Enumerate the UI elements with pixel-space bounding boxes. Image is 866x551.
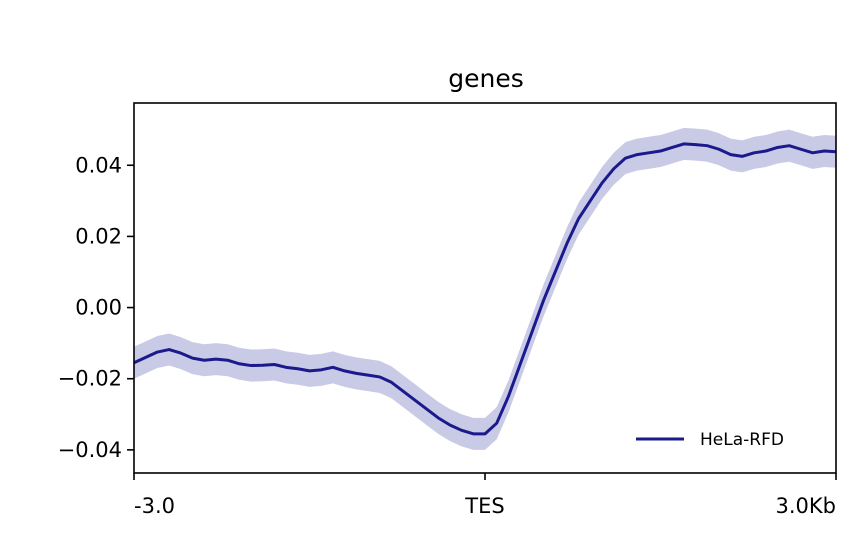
x-tick-label: TES (464, 494, 504, 518)
legend: HeLa-RFD (636, 430, 784, 450)
chart-title: genes (448, 64, 524, 93)
y-tick-label: −0.02 (58, 367, 122, 391)
y-tick-label: 0.02 (75, 224, 122, 248)
y-tick-label: 0.04 (75, 153, 122, 177)
y-tick-label: −0.04 (58, 438, 122, 462)
legend-label: HeLa-RFD (700, 430, 784, 450)
series-band-0 (134, 127, 836, 450)
y-tick-label: 0.00 (75, 296, 122, 320)
x-tick-label: 3.0Kb (776, 494, 837, 518)
series-line-0 (133, 142, 837, 436)
axes: −0.04 −0.02 0.00 0.02 0.04 -3.0 TES 3.0Kb (58, 102, 837, 518)
plot-area (133, 127, 837, 450)
x-tick-label: -3.0 (134, 494, 175, 518)
